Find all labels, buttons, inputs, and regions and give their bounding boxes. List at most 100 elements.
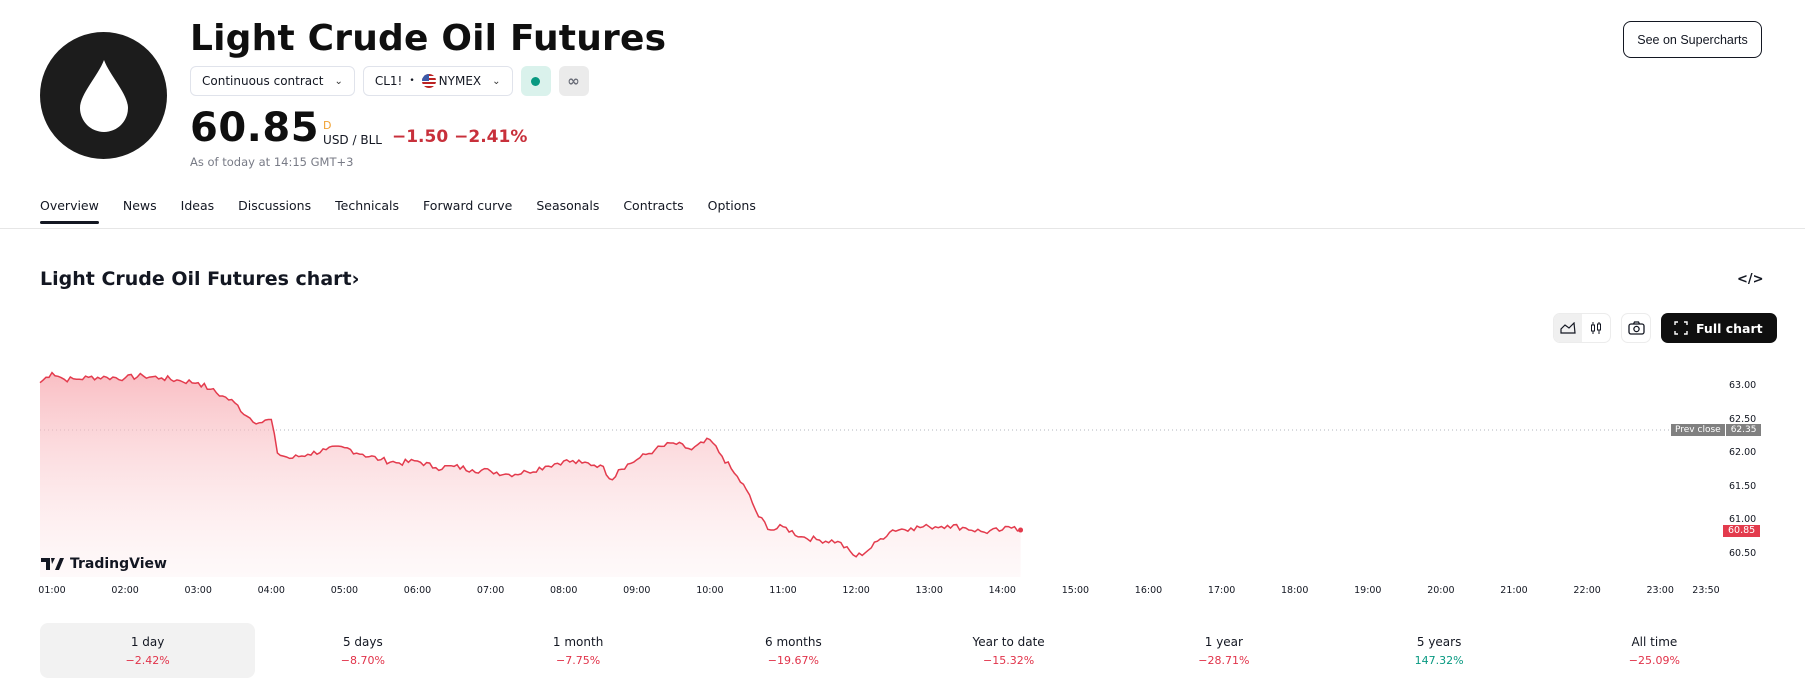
time-axis-label: 23:50 (1692, 585, 1720, 596)
price-axis-label: 63.00 (1729, 380, 1757, 391)
chevron-down-icon: ⌄ (334, 75, 343, 87)
symbol-logo (40, 32, 167, 159)
period-5-days[interactable]: 5 days −8.70% (255, 623, 470, 678)
time-axis-label: 09:00 (623, 585, 651, 596)
period-1-day[interactable]: 1 day −2.42% (40, 623, 256, 678)
us-flag-icon (421, 74, 436, 88)
tab-options[interactable]: Options (707, 198, 756, 213)
period-label: All time (1631, 634, 1678, 649)
last-price-tag: 60.85 (1723, 525, 1761, 537)
time-axis-label: 19:00 (1354, 585, 1382, 596)
time-axis-label: 22:00 (1573, 585, 1601, 596)
time-axis-label: 02:00 (111, 585, 139, 596)
period-year-to-date[interactable]: Year to date −15.32% (901, 623, 1116, 678)
page-title: Light Crude Oil Futures (190, 18, 667, 59)
tab-forward-curve[interactable]: Forward curve (423, 198, 513, 213)
market-open-dot-icon (531, 76, 541, 86)
section-tabs: Overview News Ideas Discussions Technica… (40, 198, 756, 224)
time-axis-label: 23:00 (1646, 585, 1674, 596)
price-chart[interactable] (0, 350, 1805, 610)
tab-technicals[interactable]: Technicals (335, 198, 400, 213)
fullscreen-icon (1674, 321, 1688, 335)
last-price: 60.85 (190, 105, 320, 151)
snapshot-button[interactable] (1621, 313, 1651, 343)
period-label: 5 years (1416, 634, 1462, 649)
price-axis-label: 62.50 (1729, 413, 1757, 425)
chevron-down-icon: ⌄ (492, 75, 501, 87)
area-chart-button[interactable] (1554, 314, 1582, 342)
time-axis-label: 18:00 (1280, 585, 1309, 596)
symbol-ticker: CL1! (374, 74, 403, 88)
time-axis-label: 04:00 (257, 585, 285, 596)
time-axis-label: 07:00 (476, 585, 505, 596)
tab-news[interactable]: News (122, 198, 157, 213)
delayed-flag[interactable]: D (323, 119, 332, 132)
camera-icon (1627, 321, 1645, 335)
area-chart-icon (1560, 322, 1576, 334)
period-change: −25.09% (1628, 653, 1680, 667)
period-label: 6 months (765, 634, 822, 649)
period-change: −7.75% (556, 653, 601, 667)
performance-periods: 1 day −2.42% 5 days −8.70% 1 month −7.75% 6 mo… (40, 623, 1762, 678)
period-change: −8.70% (340, 653, 385, 667)
exchange-selector[interactable]: CL1! • NYMEX ⌄ (362, 66, 513, 96)
period-label: 1 month (552, 634, 604, 649)
prev-close-tag: Prev close 62.35 (1671, 424, 1762, 436)
time-axis-label: 08:00 (549, 585, 578, 596)
time-axis-label: 11:00 (769, 585, 797, 596)
prev-close-label: Prev close (1671, 424, 1725, 436)
time-axis-label: 17:00 (1207, 585, 1236, 596)
period-1-month[interactable]: 1 month −7.75% (471, 623, 686, 678)
tradingview-watermark: TradingView (41, 556, 167, 572)
full-chart-label: Full chart (1696, 320, 1763, 336)
candles-chart-button[interactable] (1582, 314, 1610, 342)
contract-selector[interactable]: Continuous contract ⌄ (190, 66, 355, 96)
tab-overview[interactable]: Overview (40, 198, 99, 224)
period-change: −19.67% (767, 653, 819, 667)
continuous-contract-button[interactable]: ∞ (558, 66, 589, 96)
brand-name: TradingView (70, 556, 167, 572)
price-axis-label: 62.00 (1729, 447, 1757, 458)
period-change: −28.71% (1198, 653, 1250, 667)
period-change: −15.32% (983, 653, 1035, 667)
embed-code-icon[interactable]: </> (1737, 272, 1764, 287)
chart-toolbar: Full chart (1553, 313, 1777, 343)
time-axis-label: 10:00 (696, 585, 724, 596)
period-label: 1 year (1204, 634, 1243, 649)
tab-discussions[interactable]: Discussions (238, 198, 312, 213)
time-axis-label: 20:00 (1427, 585, 1455, 596)
period-1-year[interactable]: 1 year −28.71% (1116, 623, 1331, 678)
contract-selector-label: Continuous contract (202, 74, 324, 88)
price-area (40, 372, 1021, 577)
infinity-icon: ∞ (567, 72, 580, 90)
tab-contracts[interactable]: Contracts (623, 198, 684, 213)
tab-seasonals[interactable]: Seasonals (536, 198, 600, 213)
exchange-name: NYMEX (438, 74, 482, 88)
separator-dot: • (409, 76, 415, 86)
candles-icon (1591, 322, 1601, 334)
chart-title-link[interactable]: Light Crude Oil Futures chart› (40, 268, 360, 290)
period-change: 147.32% (1414, 653, 1464, 667)
time-axis-label: 21:00 (1500, 585, 1528, 596)
time-axis-label: 15:00 (1061, 585, 1090, 596)
time-axis-label: 16:00 (1134, 585, 1163, 596)
see-on-supercharts-button[interactable]: See on Supercharts (1623, 21, 1762, 58)
time-axis-label: 01:00 (38, 585, 66, 596)
as-of-timestamp: As of today at 14:15 GMT+3 (190, 155, 354, 169)
period-label: 5 days (342, 634, 383, 649)
time-axis-label: 05:00 (330, 585, 359, 596)
time-axis: 01:00 02:00 03:00 04:00 05:00 06:00 07:00 08:00… (0, 585, 1805, 599)
period-6-months[interactable]: 6 months −19.67% (686, 623, 901, 678)
time-axis-label: 13:00 (915, 585, 943, 596)
price-axis-label: 61.50 (1729, 480, 1757, 492)
period-all-time[interactable]: All time −25.09% (1547, 623, 1762, 678)
tab-ideas[interactable]: Ideas (180, 198, 215, 213)
period-5-years[interactable]: 5 years 147.32% (1332, 623, 1547, 678)
symbol-chips: Continuous contract ⌄ CL1! • NYMEX ⌄ ∞ (190, 66, 589, 96)
period-label: 1 day (130, 634, 165, 649)
market-status-button[interactable] (520, 66, 551, 96)
last-price-dot (1018, 527, 1024, 533)
tradingview-logo-icon (41, 558, 64, 570)
full-chart-button[interactable]: Full chart (1661, 313, 1777, 343)
price-block: 60.85 D USD / BLL −1.50 −2.41% (190, 108, 533, 148)
